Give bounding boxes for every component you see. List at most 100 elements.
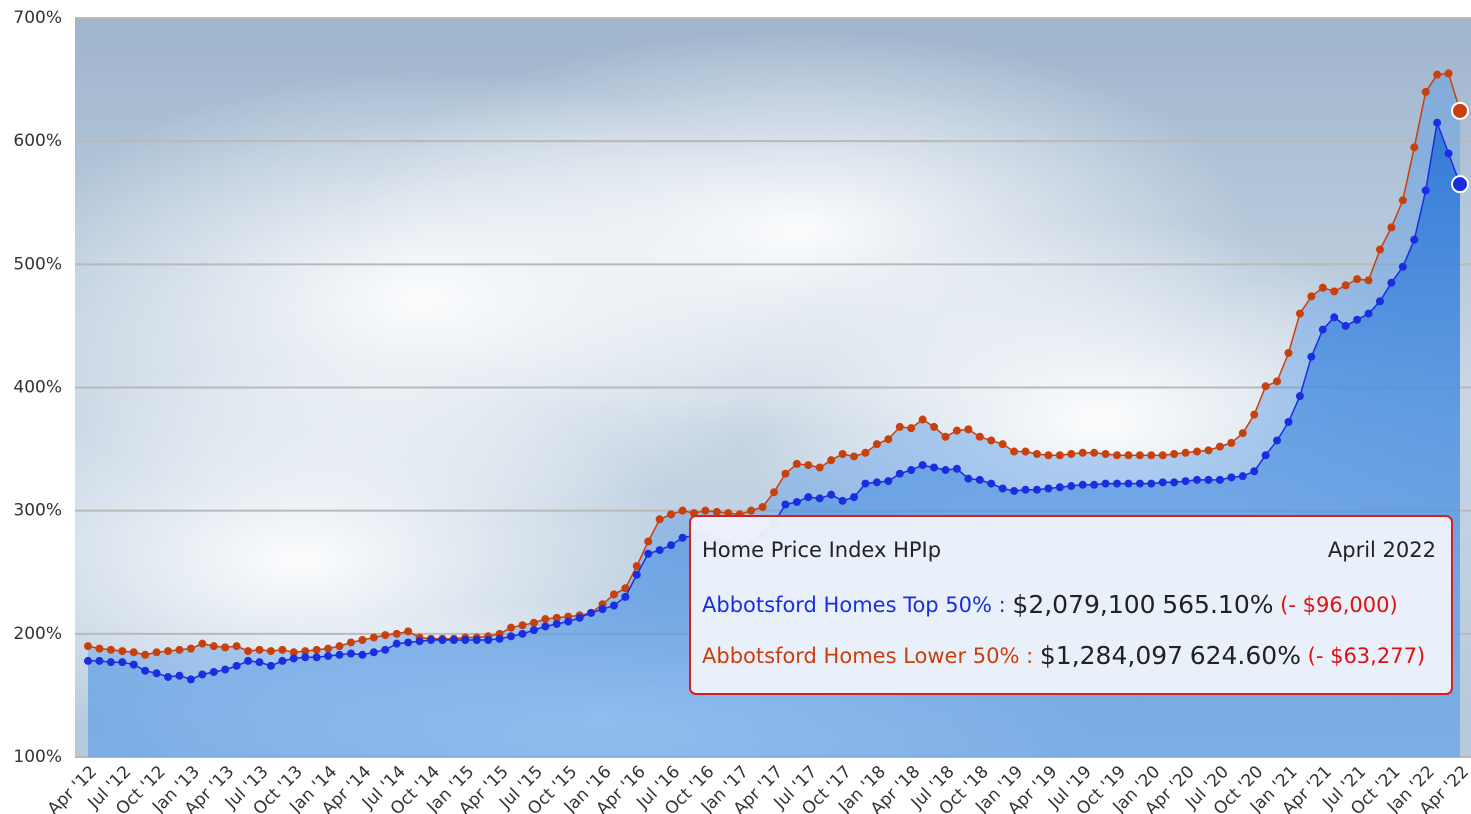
data-point: [644, 537, 653, 546]
data-point: [152, 669, 161, 678]
data-point: [1421, 186, 1430, 195]
data-point: [1227, 473, 1236, 482]
data-point: [1181, 448, 1190, 457]
data-point: [404, 627, 413, 636]
data-point: [884, 435, 893, 444]
y-tick-label: 400%: [13, 378, 62, 398]
data-point: [324, 652, 333, 661]
data-point: [1238, 472, 1247, 481]
data-point: [1021, 485, 1030, 494]
data-point: [1078, 448, 1087, 457]
data-point: [987, 479, 996, 488]
tooltip-title: Home Price Index HPIp: [702, 538, 941, 562]
data-point: [815, 463, 824, 472]
y-tick-label: 200%: [13, 624, 62, 644]
data-point: [278, 656, 287, 665]
data-point: [186, 644, 195, 653]
data-point: [1090, 480, 1099, 489]
data-point: [1067, 450, 1076, 459]
data-point: [1387, 278, 1396, 287]
data-point: [266, 661, 275, 670]
data-point: [804, 461, 813, 470]
data-point: [186, 675, 195, 684]
data-point: [1124, 451, 1133, 460]
data-point: [770, 488, 778, 497]
data-point: [1433, 70, 1442, 79]
data-point: [1398, 196, 1407, 205]
data-point: [221, 643, 230, 652]
data-point: [850, 493, 859, 502]
data-point: [198, 670, 207, 679]
data-point: [335, 650, 344, 659]
tooltip-date: April 2022: [1328, 538, 1436, 562]
data-point: [209, 668, 218, 677]
data-point: [141, 650, 150, 659]
data-point: [255, 645, 264, 654]
data-point: [1375, 245, 1384, 254]
data-point: [129, 660, 138, 669]
data-point: [106, 658, 115, 667]
data-point: [895, 469, 904, 478]
data-point: [1055, 451, 1064, 460]
y-tick-label: 300%: [13, 501, 62, 521]
data-point: [518, 629, 527, 638]
data-point: [952, 464, 961, 473]
tooltip-name: Abbotsford Homes Top 50% :: [702, 593, 1006, 617]
data-point: [1215, 442, 1224, 451]
data-point: [1364, 309, 1373, 318]
data-point: [404, 638, 413, 647]
data-point: [872, 478, 881, 487]
data-point: [552, 613, 561, 622]
data-point: [1284, 417, 1293, 426]
data-point: [244, 647, 253, 656]
data-point: [1398, 262, 1407, 271]
data-point: [1307, 292, 1316, 301]
data-point: [118, 647, 127, 656]
data-point: [655, 546, 664, 555]
data-point: [587, 608, 596, 617]
data-point: [1341, 321, 1350, 330]
data-point: [1318, 283, 1327, 292]
data-point: [1158, 451, 1167, 460]
data-point: [1193, 475, 1202, 484]
data-point: [289, 654, 298, 663]
data-point: [278, 645, 287, 654]
data-point: [667, 541, 676, 550]
data-point: [106, 645, 115, 654]
data-point: [95, 644, 104, 653]
data-point: [872, 440, 881, 449]
data-point: [1433, 118, 1442, 127]
data-point: [907, 466, 916, 475]
tooltip-change: (- $63,277): [1308, 644, 1425, 668]
data-point: [804, 493, 813, 502]
data-point: [198, 639, 207, 648]
data-point: [827, 456, 836, 465]
data-point: [1124, 479, 1133, 488]
data-point: [1238, 429, 1247, 438]
data-point: [1273, 436, 1282, 445]
data-point: [95, 656, 104, 665]
data-point: [129, 648, 138, 657]
data-point: [1010, 447, 1019, 456]
data-point: [484, 635, 493, 644]
data-point: [335, 642, 344, 651]
data-point: [1010, 486, 1019, 495]
data-point: [1330, 287, 1339, 296]
data-point: [930, 422, 939, 431]
data-point: [1032, 450, 1041, 459]
data-point: [358, 635, 367, 644]
data-point: [1341, 281, 1350, 290]
data-point: [1101, 450, 1110, 459]
data-point: [964, 425, 973, 434]
data-point: [632, 570, 641, 579]
data-point: [518, 621, 527, 630]
data-point: [998, 440, 1007, 449]
data-point: [244, 656, 253, 665]
data-point: [838, 450, 847, 459]
data-point: [712, 507, 721, 516]
data-point: [324, 644, 333, 653]
data-point: [175, 671, 184, 680]
data-point: [472, 635, 481, 644]
data-point: [998, 484, 1007, 493]
